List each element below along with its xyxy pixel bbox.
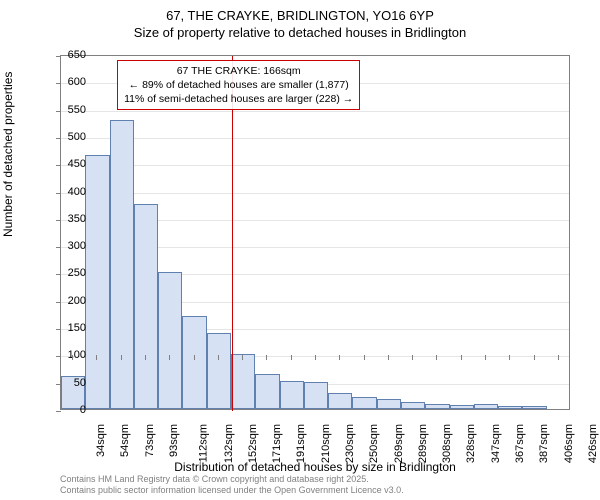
x-tick-mark <box>242 355 243 360</box>
histogram-bar <box>110 120 134 409</box>
x-tick-mark <box>461 355 462 360</box>
histogram-bar <box>158 272 182 409</box>
x-tick-mark <box>364 355 365 360</box>
x-tick-mark <box>121 355 122 360</box>
x-tick-label: 34sqm <box>95 424 107 457</box>
x-tick-label: 210sqm <box>320 424 332 463</box>
histogram-bar <box>401 402 425 409</box>
x-tick-mark <box>339 355 340 360</box>
histogram-bar <box>425 404 449 409</box>
x-tick-label: 112sqm <box>198 424 210 462</box>
x-tick-mark <box>485 355 486 360</box>
x-tick-label: 152sqm <box>247 424 259 463</box>
histogram-bar <box>377 399 401 409</box>
histogram-bar <box>85 155 109 409</box>
x-tick-mark <box>266 355 267 360</box>
x-tick-label: 171sqm <box>271 424 283 463</box>
x-tick-label: 191sqm <box>296 424 308 463</box>
histogram-bar <box>498 406 522 409</box>
histogram-bar <box>522 406 546 409</box>
grid-line <box>61 111 569 112</box>
x-tick-mark <box>72 355 73 360</box>
x-tick-label: 387sqm <box>538 424 550 463</box>
annotation-box: 67 THE CRAYKE: 166sqm← 89% of detached h… <box>117 60 360 111</box>
x-tick-mark <box>509 355 510 360</box>
x-tick-label: 132sqm <box>223 424 235 463</box>
x-tick-label: 73sqm <box>144 424 156 457</box>
x-tick-mark <box>169 355 170 360</box>
y-tick-label: 300 <box>56 240 86 252</box>
x-tick-label: 230sqm <box>344 424 356 463</box>
histogram-bar <box>304 382 328 409</box>
y-tick-label: 500 <box>56 131 86 143</box>
x-tick-label: 406sqm <box>563 424 575 463</box>
y-tick-label: 150 <box>56 322 86 334</box>
x-tick-mark <box>315 355 316 360</box>
y-tick-label: 50 <box>56 377 86 389</box>
x-tick-mark <box>145 355 146 360</box>
x-tick-mark <box>218 355 219 360</box>
x-tick-mark <box>194 355 195 360</box>
x-tick-mark <box>388 355 389 360</box>
histogram-bar <box>450 405 474 409</box>
x-tick-label: 426sqm <box>587 424 599 463</box>
x-tick-label: 308sqm <box>441 424 453 463</box>
grid-line <box>61 165 569 166</box>
histogram-bar <box>352 397 376 409</box>
histogram-bar <box>474 404 498 409</box>
chart-title-block: 67, THE CRAYKE, BRIDLINGTON, YO16 6YP Si… <box>0 0 600 40</box>
title-line-2: Size of property relative to detached ho… <box>0 25 600 40</box>
x-tick-label: 328sqm <box>466 424 478 463</box>
x-tick-mark <box>558 355 559 360</box>
x-tick-mark <box>96 355 97 360</box>
title-line-1: 67, THE CRAYKE, BRIDLINGTON, YO16 6YP <box>0 8 600 23</box>
histogram-bar <box>207 333 231 409</box>
x-tick-label: 367sqm <box>514 424 526 463</box>
histogram-bar <box>328 393 352 409</box>
y-tick-label: 0 <box>56 404 86 416</box>
grid-line <box>61 138 569 139</box>
x-tick-label: 269sqm <box>393 424 405 463</box>
histogram-bar <box>280 381 304 409</box>
x-tick-label: 93sqm <box>168 424 180 457</box>
histogram-bar <box>231 354 255 409</box>
footer-line-1: Contains HM Land Registry data © Crown c… <box>60 474 404 485</box>
y-tick-label: 350 <box>56 213 86 225</box>
attribution-footer: Contains HM Land Registry data © Crown c… <box>60 474 404 496</box>
annotation-line: 11% of semi-detached houses are larger (… <box>124 92 353 106</box>
y-tick-label: 600 <box>56 76 86 88</box>
x-tick-mark <box>534 355 535 360</box>
y-axis-label: Number of detached properties <box>1 72 15 237</box>
annotation-line: ← 89% of detached houses are smaller (1,… <box>124 78 353 92</box>
annotation-line: 67 THE CRAYKE: 166sqm <box>124 64 353 78</box>
x-tick-label: 347sqm <box>490 424 502 463</box>
x-tick-label: 250sqm <box>368 424 380 463</box>
y-tick-label: 400 <box>56 186 86 198</box>
histogram-bar <box>182 316 206 409</box>
y-tick-label: 100 <box>56 349 86 361</box>
y-tick-label: 450 <box>56 158 86 170</box>
x-tick-mark <box>412 355 413 360</box>
y-tick-label: 200 <box>56 295 86 307</box>
y-tick-label: 650 <box>56 49 86 61</box>
x-tick-mark <box>291 355 292 360</box>
x-tick-mark <box>436 355 437 360</box>
x-tick-label: 54sqm <box>119 424 131 457</box>
y-tick-label: 550 <box>56 104 86 116</box>
footer-line-2: Contains public sector information licen… <box>60 485 404 496</box>
histogram-bar <box>134 204 158 409</box>
grid-line <box>61 193 569 194</box>
histogram-bar <box>255 374 279 410</box>
x-tick-label: 289sqm <box>417 424 429 463</box>
y-tick-label: 250 <box>56 267 86 279</box>
